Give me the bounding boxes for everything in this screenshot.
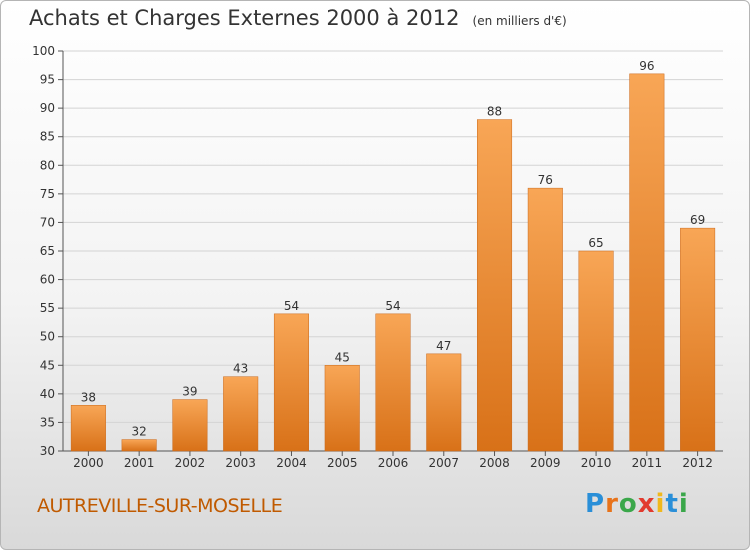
y-tick-label: 35 <box>40 415 55 429</box>
y-tick-label: 30 <box>40 444 55 458</box>
data-label: 65 <box>588 236 603 250</box>
data-label: 69 <box>690 213 705 227</box>
data-label: 39 <box>182 385 197 399</box>
chart-title: Achats et Charges Externes 2000 à 2012 <box>29 6 460 30</box>
y-tick-label: 50 <box>40 330 55 344</box>
logo-letter: x <box>637 489 656 519</box>
logo-letter: t <box>665 489 679 519</box>
x-tick-label: 2000 <box>73 456 104 470</box>
x-tick-label: 2003 <box>225 456 256 470</box>
location-name: AUTREVILLE-SUR-MOSELLE <box>37 495 283 517</box>
x-tick-label: 2001 <box>124 456 155 470</box>
bar-2011 <box>629 73 665 452</box>
bar-2008 <box>477 119 513 452</box>
bar-2010 <box>578 250 614 452</box>
y-tick-label: 85 <box>40 130 55 144</box>
logo-letter: P <box>585 489 606 519</box>
data-label: 47 <box>436 339 451 353</box>
bar-2003 <box>223 376 259 452</box>
data-labels: 38 32 39 43 54 45 54 47 88 76 65 96 69 <box>81 59 706 439</box>
x-tick-label: 2010 <box>581 456 612 470</box>
x-tick-label: 2002 <box>175 456 206 470</box>
x-tick-label: 2006 <box>378 456 409 470</box>
bars <box>70 73 716 452</box>
y-tick-label: 80 <box>40 158 55 172</box>
y-tick-label: 90 <box>40 101 55 115</box>
bar-2001 <box>121 439 157 452</box>
x-tick-label: 2004 <box>276 456 307 470</box>
x-tick-label: 2008 <box>479 456 510 470</box>
y-tick-label: 45 <box>40 358 55 372</box>
x-tick-label: 2011 <box>632 456 663 470</box>
data-label: 32 <box>132 425 147 439</box>
data-label: 54 <box>284 299 299 313</box>
data-label: 54 <box>385 299 400 313</box>
bar-2009 <box>527 187 563 452</box>
chart-title-block: Achats et Charges Externes 2000 à 2012 (… <box>29 6 567 30</box>
x-tick-label: 2012 <box>682 456 713 470</box>
logo-letter: i <box>678 489 689 519</box>
chart-unit: (en milliers d'€) <box>472 14 567 28</box>
x-tick-label: 2005 <box>327 456 358 470</box>
y-tick-label: 95 <box>40 73 55 87</box>
y-tick-label: 70 <box>40 215 55 229</box>
bar-2012 <box>680 227 716 452</box>
bar-2000 <box>70 405 106 452</box>
bar-2006 <box>375 313 411 452</box>
logo-letter: r <box>605 489 619 519</box>
bar-2005 <box>324 365 360 452</box>
data-label: 45 <box>335 350 350 364</box>
y-tick-label: 60 <box>40 273 55 287</box>
bar-2007 <box>426 353 462 452</box>
data-label: 88 <box>487 105 502 119</box>
logo-letter: i <box>655 489 666 519</box>
bar-2002 <box>172 399 208 452</box>
data-label: 76 <box>538 173 553 187</box>
x-tick-label: 2009 <box>530 456 561 470</box>
logo-letter: o <box>618 489 638 519</box>
y-tick-label: 65 <box>40 244 55 258</box>
y-tick-label: 75 <box>40 187 55 201</box>
data-label: 38 <box>81 390 96 404</box>
y-tick-label: 55 <box>40 301 55 315</box>
bar-2004 <box>273 313 309 452</box>
x-tick-label: 2007 <box>428 456 459 470</box>
proxiti-logo[interactable]: Proxiti <box>585 489 689 519</box>
data-label: 43 <box>233 362 248 376</box>
y-tick-label: 100 <box>32 44 55 58</box>
y-tick-label: 40 <box>40 387 55 401</box>
data-label: 96 <box>639 59 654 73</box>
